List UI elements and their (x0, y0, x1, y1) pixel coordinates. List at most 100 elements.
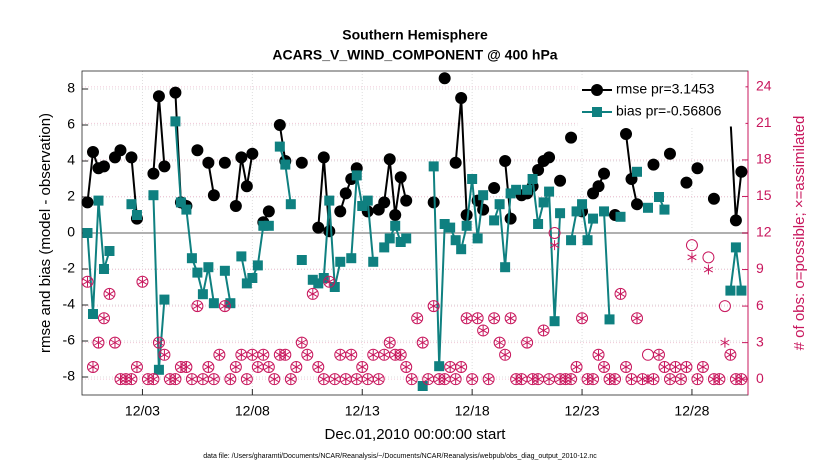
assimilated-point (401, 361, 411, 372)
rmse-point (438, 72, 451, 85)
rmse-point (620, 128, 633, 140)
assimilated-point (330, 374, 340, 385)
bias-point (197, 289, 208, 300)
rmse-point (97, 160, 110, 173)
bias-point (450, 235, 461, 246)
y-tick-label: 6 (67, 116, 75, 132)
assimilated-point (692, 374, 703, 385)
assimilated-point (132, 361, 142, 372)
possible-point (548, 227, 561, 239)
assimilated-point (209, 374, 219, 385)
assimilated-point (88, 361, 98, 372)
possible-point (691, 373, 704, 386)
assimilated-point (500, 349, 510, 360)
assimilated-point (352, 374, 362, 385)
assimilated-point (714, 374, 725, 385)
bias-point (653, 192, 664, 202)
assimilated-point (599, 361, 609, 372)
rmse-point (691, 162, 704, 175)
assimilated-point (549, 240, 560, 251)
possible-point (218, 300, 231, 313)
possible-point (521, 336, 534, 349)
assimilated-point (495, 337, 505, 348)
rmse-point (114, 144, 127, 157)
assimilated-point (681, 361, 692, 372)
assimilated-point (269, 374, 279, 385)
assimilated-point (456, 361, 466, 372)
assimilated-point (566, 374, 576, 385)
bias-point (527, 174, 538, 184)
bias-point (192, 267, 203, 278)
bias-point (126, 199, 137, 210)
possible-point (383, 336, 396, 349)
rmse-point (532, 164, 545, 176)
possible-point (416, 336, 429, 349)
assimilated-point (258, 349, 268, 360)
assimilated-point (110, 337, 120, 348)
bias-point (472, 233, 483, 244)
possible-point (345, 348, 358, 361)
assimilated-point (203, 361, 213, 372)
assimilated-point (159, 349, 170, 360)
rmse-point (378, 196, 391, 209)
rmse-point (169, 86, 182, 99)
possible-point (488, 312, 501, 325)
assimilated-point (170, 374, 181, 385)
y-tick-label: -8 (63, 368, 76, 384)
possible-point (290, 360, 303, 373)
bias-point (368, 256, 379, 267)
bias-point (324, 195, 335, 206)
x-tick-label: 12/18 (455, 403, 490, 419)
bias-point (175, 197, 186, 208)
assimilated-point (346, 349, 356, 360)
bias-point (511, 184, 522, 195)
assimilated-point (247, 349, 257, 360)
assimilated-point (654, 349, 664, 360)
rmse-point (598, 167, 611, 180)
bias-point (313, 278, 324, 289)
assimilated-point (593, 349, 604, 360)
rmse-point (663, 147, 676, 160)
bias-point (93, 195, 104, 206)
assimilated-point (423, 374, 433, 385)
bias-point (362, 195, 373, 206)
y2-axis-label: # of obs: o=possible; ×=assimilated (791, 116, 808, 351)
rmse-point (631, 198, 643, 211)
possible-point (191, 300, 204, 313)
rmse-point (235, 151, 248, 164)
assimilated-point (626, 374, 637, 385)
assimilated-point (379, 349, 389, 360)
bias-point (615, 211, 626, 222)
assimilated-point (665, 374, 675, 385)
x-tick-label: 12/03 (125, 403, 160, 419)
y-tick-label: -4 (63, 296, 76, 312)
rmse-point (680, 176, 693, 189)
bias-point (489, 215, 500, 226)
possible-point (356, 360, 369, 373)
assimilated-point (676, 374, 686, 385)
assimilated-point (725, 349, 736, 360)
chart-title: Southern Hemisphere (342, 27, 488, 43)
bias-point (494, 199, 505, 210)
rmse-point (312, 221, 325, 234)
bias-point (730, 242, 741, 253)
assimilated-point (319, 374, 329, 385)
legend-label: rmse pr=3.1453 (616, 81, 715, 97)
bias-point (544, 186, 555, 197)
possible-point (718, 300, 731, 313)
possible-point (240, 373, 253, 386)
assimilated-point (588, 374, 598, 385)
bias-point (153, 364, 164, 375)
bias-point (384, 233, 395, 244)
rmse-point (191, 144, 204, 157)
bias-point (445, 222, 456, 233)
assimilated-point (297, 337, 307, 348)
rmse-point (389, 209, 402, 221)
y2-tick-label: 12 (756, 224, 772, 240)
assimilated-point (253, 361, 263, 372)
bias-point (346, 253, 357, 264)
y-tick-label: -2 (63, 260, 76, 276)
y2-tick-label: 15 (756, 187, 772, 203)
assimilated-point (418, 337, 428, 348)
y2-tick-label: 24 (756, 78, 772, 94)
